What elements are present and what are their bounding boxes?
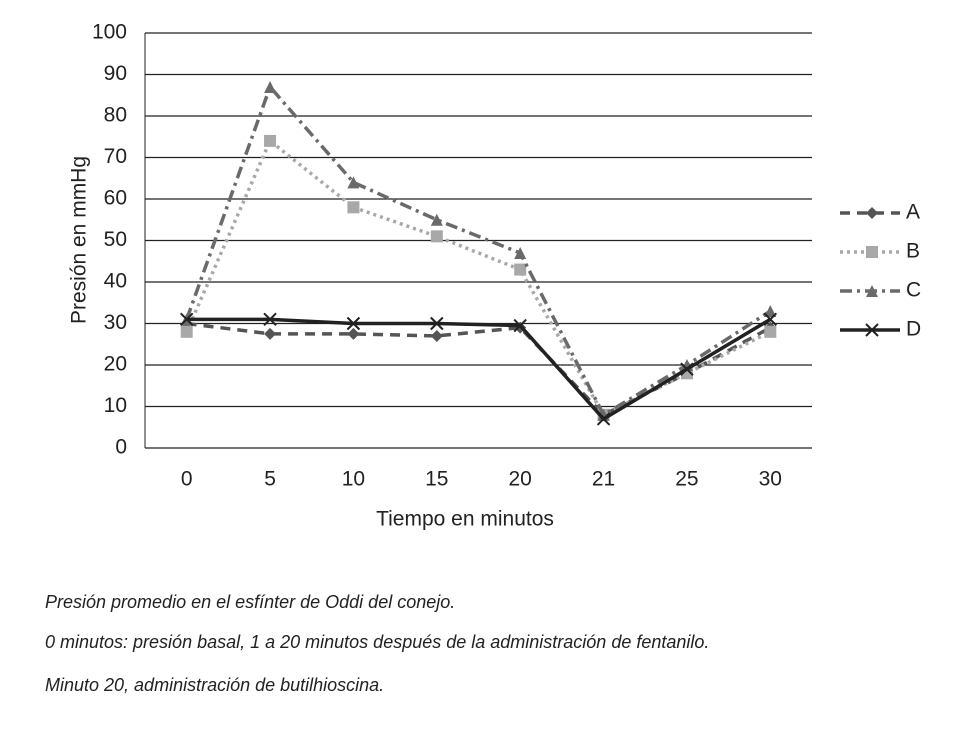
y-tick-label: 30 [104,311,127,334]
y-tick-label: 0 [115,436,127,459]
x-tick-label: 30 [759,468,782,491]
marker [430,329,443,342]
y-tick-label: 70 [104,145,127,168]
marker [346,316,361,331]
y-tick-label: 80 [104,104,127,127]
legend-label: D [906,318,921,341]
marker [866,207,878,219]
marker [513,318,527,333]
y-axis-label: Presión en mmHg [68,156,91,324]
marker [430,230,443,243]
marker [264,134,277,147]
marker [179,312,194,327]
series-line [186,317,772,422]
marker [264,327,277,340]
x-tick-label: 25 [675,468,698,491]
marker [596,412,611,426]
x-tick-label: 5 [264,468,276,491]
x-tick-label: 21 [592,468,615,491]
marker [866,246,878,258]
y-tick-label: 50 [104,228,127,251]
series-line [186,321,772,417]
marker [866,285,878,297]
marker [764,325,777,338]
series-line [185,83,772,418]
marker [347,201,360,214]
marker [514,246,527,259]
marker [347,327,360,340]
marker [430,213,443,226]
marker [263,312,277,327]
legend-label: B [906,240,920,263]
marker [264,80,277,93]
series-line [185,138,772,418]
y-tick-label: 10 [104,394,127,417]
y-tick-label: 100 [92,21,127,44]
marker [680,362,694,376]
marker [764,305,777,318]
x-tick-label: 0 [181,468,193,491]
marker [514,263,527,276]
x-axis-label: Tiempo en minutos [376,508,554,531]
marker [430,316,444,331]
y-tick-label: 90 [104,62,127,85]
y-tick-label: 40 [104,270,127,293]
caption: Minuto 20, administración de butilhiosci… [45,675,384,695]
legend-label: A [906,201,920,224]
y-tick-label: 20 [104,353,127,376]
marker [865,323,879,337]
marker [347,176,360,189]
marker [180,325,193,338]
x-tick-label: 10 [342,468,365,491]
x-tick-label: 20 [509,468,532,491]
caption: Presión promedio en el esfínter de Oddi … [45,592,455,612]
legend-label: C [906,279,921,302]
marker [763,312,778,327]
x-tick-label: 15 [425,468,448,491]
y-tick-label: 60 [104,187,127,210]
caption: 0 minutos: presión basal, 1 a 20 minutos… [45,632,709,652]
